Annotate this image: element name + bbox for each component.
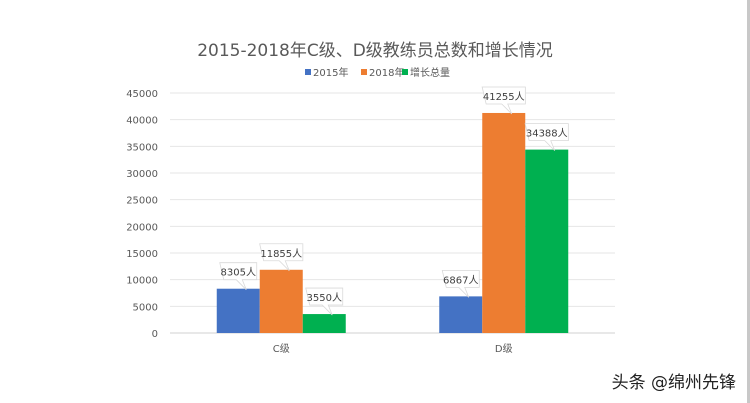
y-tick-label: 45000 xyxy=(126,89,158,100)
y-tick-label: 20000 xyxy=(126,222,158,233)
y-tick-label: 25000 xyxy=(126,196,158,207)
data-label: 3550人 xyxy=(305,287,344,316)
bars xyxy=(216,112,569,334)
watermark: 头条 @绵州先锋 xyxy=(611,373,736,393)
data-label: 41255人 xyxy=(481,86,526,115)
legend-swatch xyxy=(361,69,367,75)
bar xyxy=(259,269,303,333)
data-label: 11855人 xyxy=(259,243,304,272)
y-tick-label: 40000 xyxy=(126,116,158,127)
data-label: 8305人 xyxy=(219,262,258,290)
svg-text:41255人: 41255人 xyxy=(483,91,525,103)
legend-swatch xyxy=(305,69,311,75)
svg-text:8305人: 8305人 xyxy=(221,267,256,279)
svg-text:3550人: 3550人 xyxy=(307,292,342,304)
legend-label: 2015年 xyxy=(313,66,348,79)
legend-label: 2018年 xyxy=(369,66,404,79)
svg-text:34388人: 34388人 xyxy=(526,128,568,140)
bar xyxy=(216,288,260,333)
y-tick-label: 30000 xyxy=(126,169,158,180)
svg-text:6867人: 6867人 xyxy=(443,274,478,286)
x-axis: C级 D级 xyxy=(273,343,513,355)
x-tick-label: D级 xyxy=(495,343,513,355)
data-labels: 8305人 11855人 3550人 6867人 41255人 34388人 xyxy=(219,86,569,316)
data-label: 6867人 xyxy=(441,269,480,298)
svg-text:11855人: 11855人 xyxy=(260,248,302,260)
y-tick-label: 10000 xyxy=(126,276,158,287)
y-tick-label: 15000 xyxy=(126,249,158,260)
chart-title: 2015-2018年C级、D级教练员总数和增长情况 xyxy=(197,41,553,61)
legend-swatch xyxy=(402,69,408,75)
x-tick-label: C级 xyxy=(273,343,290,355)
bar xyxy=(525,149,569,333)
y-tick-label: 5000 xyxy=(133,302,158,313)
y-tick-label: 0 xyxy=(152,329,158,340)
data-label: 34388人 xyxy=(524,123,569,151)
legend: 2015年 2018年 增长总量 xyxy=(305,66,450,79)
legend-label: 增长总量 xyxy=(410,66,450,79)
bar xyxy=(482,112,526,334)
y-tick-label: 35000 xyxy=(126,142,158,153)
bar xyxy=(302,314,346,333)
bar xyxy=(439,296,483,333)
